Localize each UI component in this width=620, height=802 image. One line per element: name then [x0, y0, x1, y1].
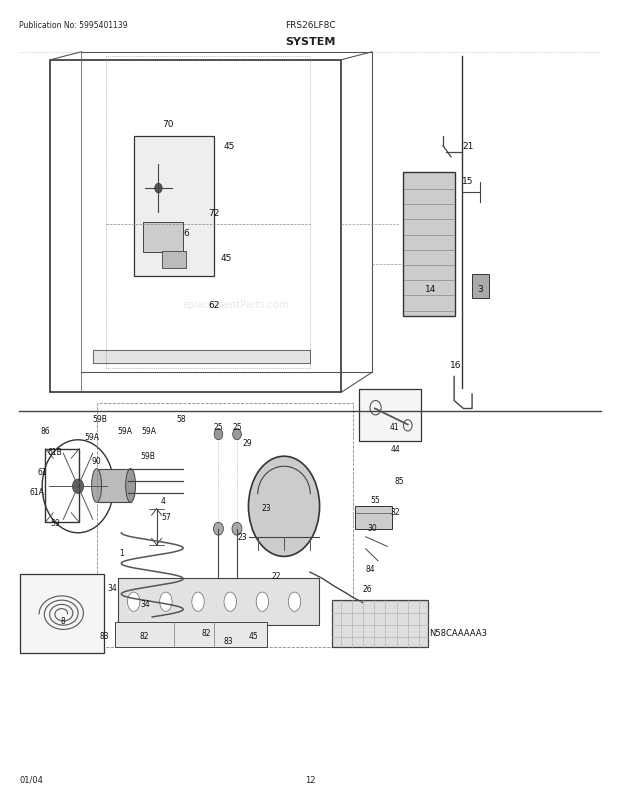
- Bar: [97, 403, 353, 647]
- Ellipse shape: [256, 593, 268, 612]
- Ellipse shape: [92, 469, 102, 503]
- Bar: [134, 137, 214, 277]
- Text: 82: 82: [140, 631, 149, 640]
- Text: 57: 57: [161, 512, 171, 521]
- Text: 83: 83: [100, 631, 110, 640]
- Bar: [332, 601, 428, 646]
- Ellipse shape: [224, 593, 236, 612]
- Bar: [143, 222, 183, 253]
- Ellipse shape: [249, 456, 319, 557]
- Text: 3: 3: [477, 285, 483, 294]
- Text: FRS26LF8C: FRS26LF8C: [285, 21, 335, 30]
- Text: 1: 1: [119, 549, 124, 557]
- Text: 59A: 59A: [141, 426, 157, 435]
- Bar: [162, 251, 186, 269]
- Text: 61A: 61A: [29, 487, 44, 496]
- Bar: [118, 579, 319, 626]
- Ellipse shape: [192, 593, 204, 612]
- Text: 14: 14: [425, 285, 436, 294]
- Text: 25: 25: [232, 423, 242, 432]
- Text: 21: 21: [462, 142, 474, 151]
- Text: 23: 23: [237, 533, 247, 541]
- Bar: [50, 61, 341, 393]
- Text: 59A: 59A: [117, 427, 132, 436]
- Text: 70: 70: [162, 120, 174, 129]
- Text: 58: 58: [177, 415, 186, 424]
- Text: 84: 84: [365, 565, 375, 573]
- Polygon shape: [94, 350, 310, 363]
- Text: 45: 45: [221, 254, 232, 263]
- Text: 23: 23: [262, 503, 272, 512]
- Text: 29: 29: [242, 438, 252, 448]
- Bar: [403, 172, 455, 317]
- Text: eplacementParts.com: eplacementParts.com: [182, 300, 289, 310]
- Text: 59B: 59B: [141, 451, 156, 460]
- Circle shape: [213, 523, 223, 536]
- Text: 90: 90: [92, 456, 102, 465]
- Text: N58CAAAAA3: N58CAAAAA3: [430, 629, 487, 638]
- Text: 22: 22: [271, 571, 281, 580]
- Text: 34: 34: [107, 583, 117, 592]
- Text: 34: 34: [141, 599, 150, 608]
- Text: 12: 12: [305, 775, 315, 784]
- Text: 30: 30: [367, 523, 377, 532]
- Text: 16: 16: [450, 360, 461, 370]
- Text: 86: 86: [40, 427, 50, 436]
- Circle shape: [155, 184, 162, 193]
- Text: 41: 41: [389, 422, 399, 431]
- Text: SYSTEM: SYSTEM: [285, 37, 335, 47]
- Bar: [45, 449, 79, 523]
- Circle shape: [232, 429, 241, 440]
- Text: 82: 82: [202, 629, 211, 638]
- Text: 59: 59: [50, 518, 60, 527]
- Bar: [115, 622, 267, 647]
- Circle shape: [73, 480, 84, 494]
- Text: 55: 55: [370, 495, 380, 504]
- Text: 59B: 59B: [92, 415, 107, 424]
- Text: Publication No: 5995401139: Publication No: 5995401139: [19, 21, 128, 30]
- Text: 62: 62: [208, 301, 220, 310]
- Bar: [97, 469, 131, 503]
- Ellipse shape: [126, 469, 136, 503]
- FancyBboxPatch shape: [359, 390, 422, 441]
- Text: 01/04: 01/04: [19, 775, 43, 784]
- Text: 61: 61: [38, 467, 48, 476]
- Text: 26: 26: [362, 585, 372, 593]
- Text: 45: 45: [248, 631, 258, 640]
- Text: 85: 85: [395, 476, 404, 485]
- FancyBboxPatch shape: [20, 575, 104, 653]
- Text: 8: 8: [60, 617, 65, 626]
- Circle shape: [232, 523, 242, 536]
- Text: 15: 15: [462, 176, 474, 185]
- Text: 4: 4: [161, 496, 165, 505]
- Bar: [472, 274, 489, 298]
- Text: 44: 44: [391, 444, 401, 454]
- Text: 32: 32: [391, 507, 400, 516]
- Text: 61B: 61B: [47, 447, 62, 456]
- Ellipse shape: [128, 593, 140, 612]
- Text: 83: 83: [224, 637, 233, 646]
- Circle shape: [214, 429, 223, 440]
- Text: 25: 25: [214, 423, 223, 432]
- Text: 72: 72: [208, 209, 220, 217]
- Text: 45: 45: [224, 142, 235, 151]
- Text: 6: 6: [184, 229, 189, 237]
- Ellipse shape: [288, 593, 301, 612]
- Text: 59A: 59A: [85, 432, 100, 442]
- Ellipse shape: [160, 593, 172, 612]
- Bar: [355, 507, 392, 529]
